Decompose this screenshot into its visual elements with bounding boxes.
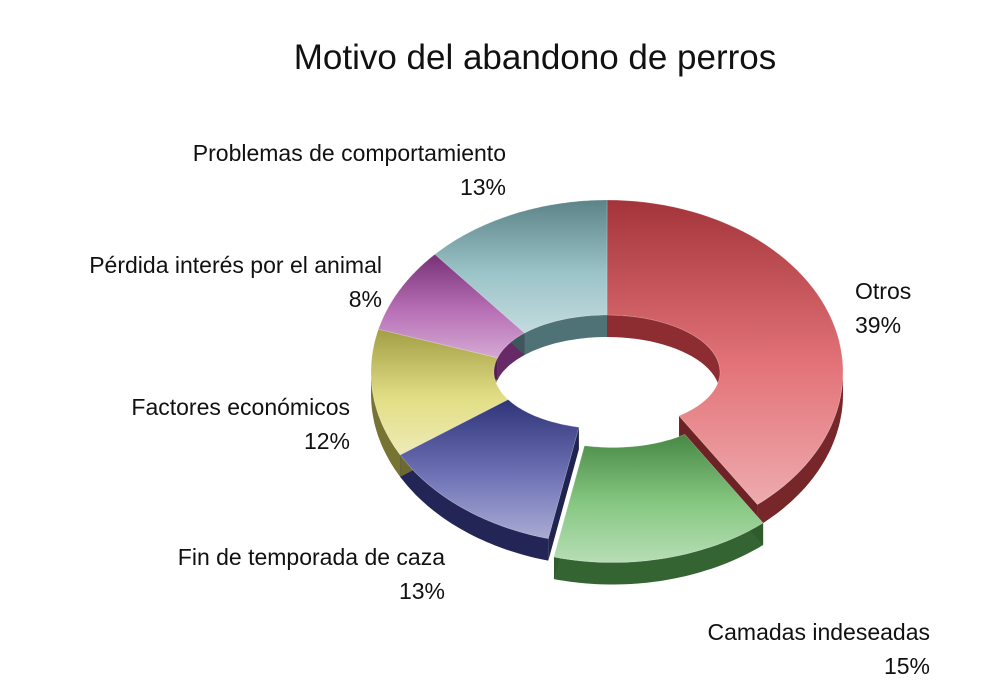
slice-factores-economicos: [370, 328, 509, 456]
slice-fin-de-temporada-de-caza: [399, 399, 580, 540]
slice-label-name: Fin de temporada de caza: [177, 544, 445, 570]
slice-label-percent: 8%: [348, 286, 382, 312]
slice-label-name: Problemas de comportamiento: [192, 140, 506, 166]
slice-label-name: Otros: [855, 278, 912, 304]
chart-title: Motivo del abandono de perros: [293, 38, 777, 77]
slice-label-percent: 12%: [303, 428, 350, 454]
slice-perdida-interes-por-el-animal: [377, 253, 526, 359]
slice-inner-wall: [524, 315, 607, 355]
slice-otros: [606, 199, 844, 506]
slice-label-percent: 39%: [855, 312, 902, 338]
slice-outer-wall: [371, 372, 401, 477]
slice-outer-wall: [554, 523, 764, 585]
slice-label-factores-economicos: Factores económicos 12%: [40, 390, 350, 458]
slice-cut-face: [548, 427, 579, 561]
slice-inner-wall: [607, 315, 720, 394]
slice-label-perdida-interes: Pérdida interés por el animal 8%: [20, 248, 382, 316]
slice-camadas-indeseadas: [553, 433, 764, 563]
slice-label-name: Pérdida interés por el animal: [89, 252, 382, 278]
slice-label-percent: 13%: [459, 174, 506, 200]
slice-label-camadas-indeseadas: Camadas indeseadas 15%: [640, 615, 930, 683]
slice-outer-wall: [757, 372, 843, 527]
slice-label-name: Factores económicos: [131, 394, 350, 420]
slice-label-problemas-comportamiento: Problemas de comportamiento 13%: [100, 136, 506, 204]
slice-label-otros: Otros 39%: [855, 274, 911, 342]
slice-label-fin-temporada-caza: Fin de temporada de caza 13%: [100, 540, 445, 608]
slice-label-percent: 15%: [883, 653, 930, 679]
slice-label-percent: 13%: [398, 578, 445, 604]
slice-label-name: Camadas indeseadas: [707, 619, 930, 645]
slice-problemas-de-comportamiento: [434, 199, 608, 334]
slice-outer-wall: [400, 454, 549, 561]
